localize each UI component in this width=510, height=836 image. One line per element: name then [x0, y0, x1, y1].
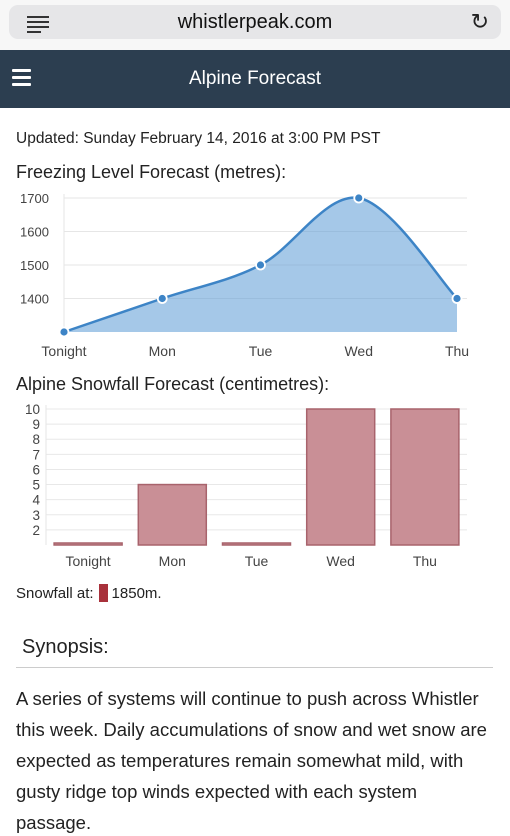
x-tick-label: Tue [249, 343, 273, 359]
snowfall-bar-tue [221, 542, 292, 546]
reader-icon[interactable] [27, 16, 49, 33]
menu-icon[interactable] [12, 69, 31, 86]
synopsis-divider [16, 667, 493, 668]
site-title: Alpine Forecast [188, 68, 321, 89]
snowfall-bar-thu [390, 408, 460, 546]
y-tick-label: 4 [32, 493, 40, 508]
y-tick-label: 7 [32, 447, 40, 462]
freezing-chart-title: Freezing Level Forecast (metres): [16, 162, 287, 182]
freezing-point-tonight [58, 326, 70, 338]
y-tick-label: 8 [32, 432, 40, 447]
synopsis-text: A series of systems will continue to pus… [16, 688, 487, 833]
x-tick-label: Tonight [66, 553, 111, 569]
updated-timestamp: Updated: Sunday February 14, 2016 at 3:0… [16, 130, 381, 147]
legend-swatch [98, 584, 108, 602]
x-tick-label: Thu [445, 343, 469, 359]
url-text[interactable]: whistlerpeak.com [177, 11, 333, 33]
x-tick-label: Mon [149, 343, 176, 359]
freezing-level-chart: 1400 1500 1600 1700 Tonight Mon Tue Wed Thu [20, 191, 469, 359]
y-tick-label: 1600 [20, 225, 49, 240]
synopsis-title: Synopsis: [22, 636, 109, 658]
y-tick-label: 5 [32, 478, 40, 493]
browser-bar: whistlerpeak.com ↻ [0, 0, 510, 50]
legend-value: 1850m. [111, 584, 162, 602]
address-bar[interactable]: whistlerpeak.com ↻ [9, 5, 501, 39]
y-tick-label: 2 [32, 523, 40, 538]
y-tick-label: 9 [32, 417, 40, 432]
snowfall-bar-mon [137, 483, 208, 546]
x-tick-label: Tonight [41, 343, 86, 359]
freezing-area-fill [64, 197, 457, 332]
site-header: Alpine Forecast [0, 50, 510, 108]
legend-label: Snowfall at: [16, 584, 94, 602]
y-tick-label: 1500 [20, 258, 49, 273]
y-tick-label: 1700 [20, 191, 49, 206]
freezing-point-wed [353, 192, 365, 204]
y-tick-label: 10 [25, 402, 40, 417]
x-tick-label: Tue [245, 553, 269, 569]
y-tick-label: 1400 [20, 292, 49, 307]
x-tick-label: Wed [326, 553, 355, 569]
freezing-point-mon [156, 293, 168, 304]
x-tick-label: Mon [159, 553, 186, 569]
snowfall-bar-wed [305, 408, 376, 546]
snowfall-bar-tonight [53, 542, 123, 546]
x-tick-label: Thu [413, 553, 437, 569]
freezing-point-thu [451, 293, 463, 304]
snowfall-chart-title: Alpine Snowfall Forecast (centimetres): [16, 374, 330, 394]
freezing-point-tue [255, 259, 266, 271]
y-tick-label: 6 [32, 462, 40, 477]
x-tick-label: Wed [344, 343, 373, 359]
reload-icon[interactable]: ↻ [470, 10, 489, 35]
snowfall-legend: Snowfall at: 1850m. [16, 584, 162, 602]
y-tick-label: 3 [32, 508, 40, 523]
